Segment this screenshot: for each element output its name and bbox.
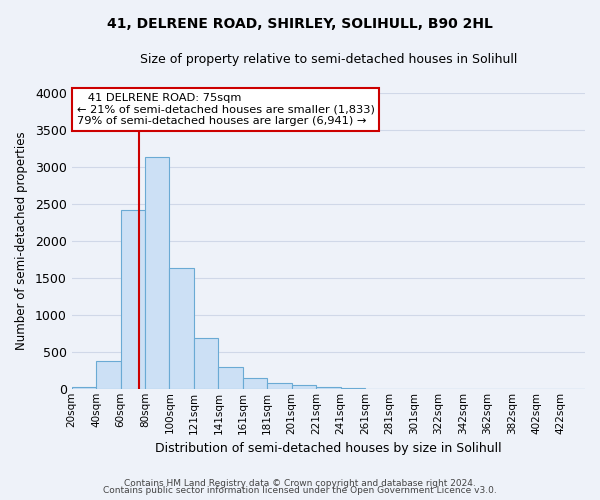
Bar [218, 366, 243, 389]
Bar [267, 383, 292, 389]
Bar [292, 385, 316, 389]
Bar [194, 338, 218, 389]
Bar [145, 156, 169, 389]
Bar [243, 378, 267, 389]
Bar [71, 386, 96, 389]
Text: 41, DELRENE ROAD, SHIRLEY, SOLIHULL, B90 2HL: 41, DELRENE ROAD, SHIRLEY, SOLIHULL, B90… [107, 18, 493, 32]
Bar [316, 386, 341, 389]
Bar [121, 210, 145, 389]
Text: 41 DELRENE ROAD: 75sqm
← 21% of semi-detached houses are smaller (1,833)
79% of : 41 DELRENE ROAD: 75sqm ← 21% of semi-det… [77, 93, 374, 126]
Bar [341, 388, 365, 389]
Y-axis label: Number of semi-detached properties: Number of semi-detached properties [15, 132, 28, 350]
Bar [169, 268, 194, 389]
Text: Contains HM Land Registry data © Crown copyright and database right 2024.: Contains HM Land Registry data © Crown c… [124, 478, 476, 488]
X-axis label: Distribution of semi-detached houses by size in Solihull: Distribution of semi-detached houses by … [155, 442, 502, 455]
Text: Contains public sector information licensed under the Open Government Licence v3: Contains public sector information licen… [103, 486, 497, 495]
Title: Size of property relative to semi-detached houses in Solihull: Size of property relative to semi-detach… [140, 52, 517, 66]
Bar [96, 361, 121, 389]
